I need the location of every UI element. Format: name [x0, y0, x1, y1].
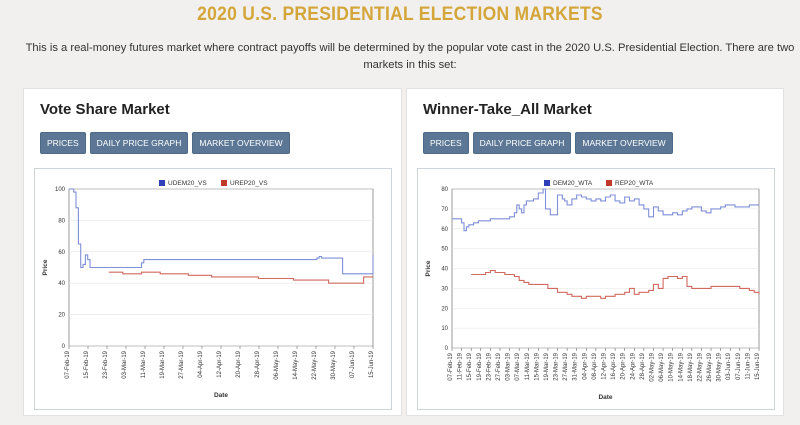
wta-x-tick-label: 15-Jun-19 — [755, 352, 761, 380]
wta-x-tick-label: 23-Feb-19 — [486, 352, 492, 380]
vote-share-x-tick-label: 06-May-19 — [274, 350, 280, 379]
wta-x-tick-label: 15-Mar-19 — [534, 352, 540, 380]
wta-y-tick-label: 0 — [445, 346, 449, 352]
winner-take-all-panel: Winner-Take_All Market PRICES DAILY PRIC… — [406, 88, 784, 416]
wta-x-tick-label: 10-May-19 — [669, 352, 675, 381]
wta-x-tick-label: 18-May-19 — [688, 352, 694, 381]
wta-x-tick-label: 07-Feb-19 — [448, 352, 454, 380]
vote-share-x-tick-label: 07-Jun-19 — [350, 350, 356, 378]
vote-share-y-tick-label: 40 — [58, 281, 65, 287]
wta-x-tick-label: 27-Feb-19 — [496, 352, 502, 380]
vote-share-button-row: PRICES DAILY PRICE GRAPH MARKET OVERVIEW — [40, 132, 290, 154]
vote-share-x-axis-title: Date — [214, 392, 228, 399]
wta-y-axis-title: Price — [425, 260, 432, 276]
wta-daily-price-graph-button[interactable]: DAILY PRICE GRAPH — [472, 132, 572, 154]
wta-x-tick-label: 28-Apr-19 — [640, 352, 646, 379]
wta-x-tick-label: 16-Apr-19 — [611, 352, 617, 379]
wta-x-tick-label: 08-Apr-19 — [592, 352, 598, 379]
wta-x-tick-label: 14-May-19 — [678, 352, 684, 381]
vote-share-daily-price-graph-button[interactable]: DAILY PRICE GRAPH — [89, 132, 189, 154]
wta-x-tick-label: 04-Apr-19 — [582, 352, 588, 379]
wta-x-tick-label: 11-Mar-19 — [525, 352, 531, 380]
wta-series-line-dem20_wta — [452, 188, 759, 232]
vote-share-panel: Vote Share Market PRICES DAILY PRICE GRA… — [23, 88, 402, 416]
wta-x-tick-label: 03-Jun-19 — [726, 352, 732, 380]
vote-share-x-tick-label: 20-Apr-19 — [236, 350, 242, 377]
wta-legend-label-dem20_wta: DEM20_WTA — [553, 180, 593, 187]
vote-share-legend-swatch-udem20_vs — [159, 180, 165, 186]
vote-share-y-tick-label: 100 — [55, 187, 66, 193]
wta-x-tick-label: 03-Mar-19 — [506, 352, 512, 380]
winner-take-all-chart-svg: 0 10 20 30 40 50 60 70 80 07-Feb-19 11-Feb-19 15-Fe… — [425, 180, 761, 401]
wta-x-tick-label: 12-Apr-19 — [602, 352, 608, 379]
wta-x-tick-label: 07-Jun-19 — [736, 352, 742, 380]
vote-share-chart-svg: 0 20 40 60 80 100 07-Feb-19 15-Feb-19 23-Feb-19 0… — [42, 180, 375, 399]
wta-y-tick-label: 80 — [441, 187, 448, 193]
vote-share-chart: 0 20 40 60 80 100 07-Feb-19 15-Feb-19 23-Feb-19 0… — [34, 168, 392, 410]
vote-share-y-tick-label: 0 — [62, 344, 66, 350]
wta-legend-swatch-rep20_wta — [606, 180, 612, 186]
winner-take-all-title: Winner-Take_All Market — [423, 101, 592, 118]
wta-x-tick-label: 27-Mar-19 — [563, 352, 569, 380]
vote-share-legend-swatch-urep20_vs — [221, 180, 227, 186]
vote-share-x-tick-label: 15-Jun-19 — [369, 350, 375, 378]
wta-x-tick-label: 06-May-19 — [659, 352, 665, 381]
wta-x-tick-label: 11-Jun-19 — [745, 352, 751, 379]
vote-share-x-tick-label: 30-May-19 — [331, 350, 337, 379]
wta-x-axis-title: Date — [598, 394, 612, 401]
vote-share-x-tick-label: 07-Feb-19 — [65, 350, 71, 378]
wta-y-tick-label: 60 — [441, 227, 448, 233]
winner-take-all-button-row: PRICES DAILY PRICE GRAPH MARKET OVERVIEW — [423, 132, 673, 154]
vote-share-x-tick-label: 03-Mar-19 — [122, 350, 128, 378]
wta-x-tick-label: 30-May-19 — [717, 352, 723, 381]
vote-share-x-tick-label: 11-Mar-19 — [141, 350, 147, 378]
vote-share-market-overview-button[interactable]: MARKET OVERVIEW — [192, 132, 290, 154]
vote-share-title: Vote Share Market — [40, 101, 170, 118]
vote-share-x-tick-label: 04-Apr-19 — [198, 350, 204, 377]
wta-x-tick-label: 19-Feb-19 — [477, 352, 483, 380]
vote-share-x-tick-label: 28-Apr-19 — [255, 350, 261, 377]
wta-x-tick-label: 11-Feb-19 — [458, 352, 464, 380]
wta-y-tick-label: 40 — [441, 267, 448, 273]
wta-y-tick-label: 10 — [441, 326, 448, 332]
vote-share-x-tick-label: 27-Mar-19 — [179, 350, 185, 378]
vote-share-prices-button[interactable]: PRICES — [40, 132, 86, 154]
vote-share-x-tick-label: 14-May-19 — [293, 350, 299, 379]
wta-y-tick-label: 50 — [441, 247, 448, 253]
vote-share-x-tick-label: 19-Mar-19 — [160, 350, 166, 378]
wta-legend-label-rep20_wta: REP20_WTA — [615, 180, 654, 187]
vote-share-x-tick-label: 15-Feb-19 — [84, 350, 90, 378]
vote-share-y-axis-title: Price — [42, 259, 49, 275]
wta-series-line-rep20_wta — [471, 269, 760, 299]
wta-prices-button[interactable]: PRICES — [423, 132, 469, 154]
wta-x-tick-label: 22-May-19 — [697, 352, 703, 381]
wta-x-tick-label: 19-Mar-19 — [544, 352, 550, 380]
intro-text: This is a real-money futures market wher… — [25, 42, 795, 71]
vote-share-series-line-udem20_vs — [69, 188, 374, 275]
vote-share-series-line-urep20_vs — [108, 271, 373, 284]
vote-share-x-tick-label: 22-May-19 — [312, 350, 318, 379]
wta-y-tick-label: 20 — [441, 306, 448, 312]
vote-share-x-tick-label: 23-Feb-19 — [103, 350, 109, 378]
vote-share-y-tick-label: 80 — [58, 218, 65, 224]
vote-share-y-tick-label: 20 — [58, 313, 65, 319]
winner-take-all-chart: 0 10 20 30 40 50 60 70 80 07-Feb-19 11-Feb-19 15-Fe… — [417, 168, 775, 410]
vote-share-x-tick-label: 12-Apr-19 — [217, 350, 223, 377]
wta-x-tick-label: 20-Apr-19 — [621, 352, 627, 379]
wta-x-tick-label: 02-May-19 — [649, 352, 655, 381]
wta-market-overview-button[interactable]: MARKET OVERVIEW — [575, 132, 673, 154]
wta-x-tick-label: 31-Mar-19 — [573, 352, 579, 380]
wta-x-tick-label: 07-Mar-19 — [515, 352, 521, 380]
vote-share-y-tick-label: 60 — [58, 250, 65, 256]
wta-x-tick-label: 23-Mar-19 — [554, 352, 560, 380]
wta-y-tick-label: 30 — [441, 286, 448, 292]
page-title: 2020 U.S. PRESIDENTIAL ELECTION MARKETS — [197, 4, 603, 25]
wta-x-tick-label: 15-Feb-19 — [467, 352, 473, 380]
wta-legend-swatch-dem20_wta — [544, 180, 550, 186]
wta-y-tick-label: 70 — [441, 207, 448, 213]
wta-x-tick-label: 24-Apr-19 — [630, 352, 636, 379]
wta-x-tick-label: 26-May-19 — [707, 352, 713, 381]
vote-share-legend-label-urep20_vs: UREP20_VS — [230, 180, 268, 187]
vote-share-legend-label-udem20_vs: UDEM20_VS — [168, 180, 207, 187]
